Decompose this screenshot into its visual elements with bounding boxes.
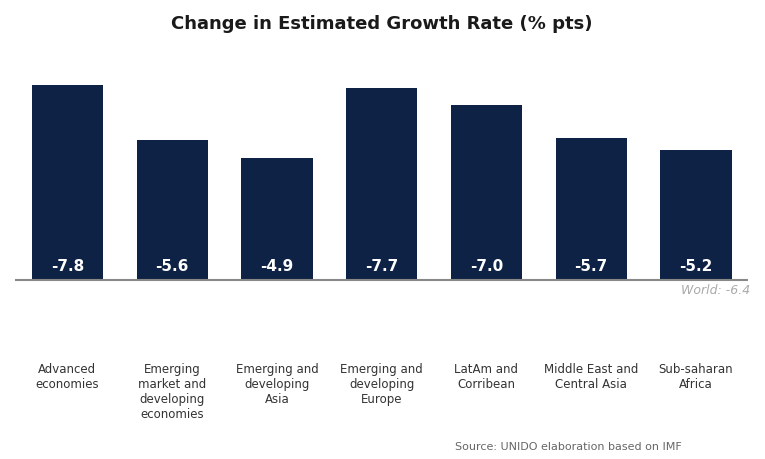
Text: -7.7: -7.7	[365, 258, 399, 274]
Bar	[346, 88, 417, 280]
Bar	[451, 105, 522, 280]
Title: Change in Estimated Growth Rate (% pts): Change in Estimated Growth Rate (% pts)	[171, 15, 592, 33]
Text: -4.9: -4.9	[260, 258, 294, 274]
Text: World: -6.4: World: -6.4	[681, 284, 750, 297]
Bar	[241, 157, 313, 280]
Text: -5.2: -5.2	[679, 258, 713, 274]
Text: -7.8: -7.8	[50, 258, 84, 274]
Text: -5.6: -5.6	[155, 258, 189, 274]
Bar	[555, 138, 627, 280]
Text: -7.0: -7.0	[470, 258, 503, 274]
Bar	[32, 85, 103, 280]
Bar	[660, 150, 731, 280]
Bar	[136, 140, 208, 280]
Text: -5.7: -5.7	[575, 258, 608, 274]
Text: Source: UNIDO elaboration based on IMF: Source: UNIDO elaboration based on IMF	[455, 442, 682, 452]
